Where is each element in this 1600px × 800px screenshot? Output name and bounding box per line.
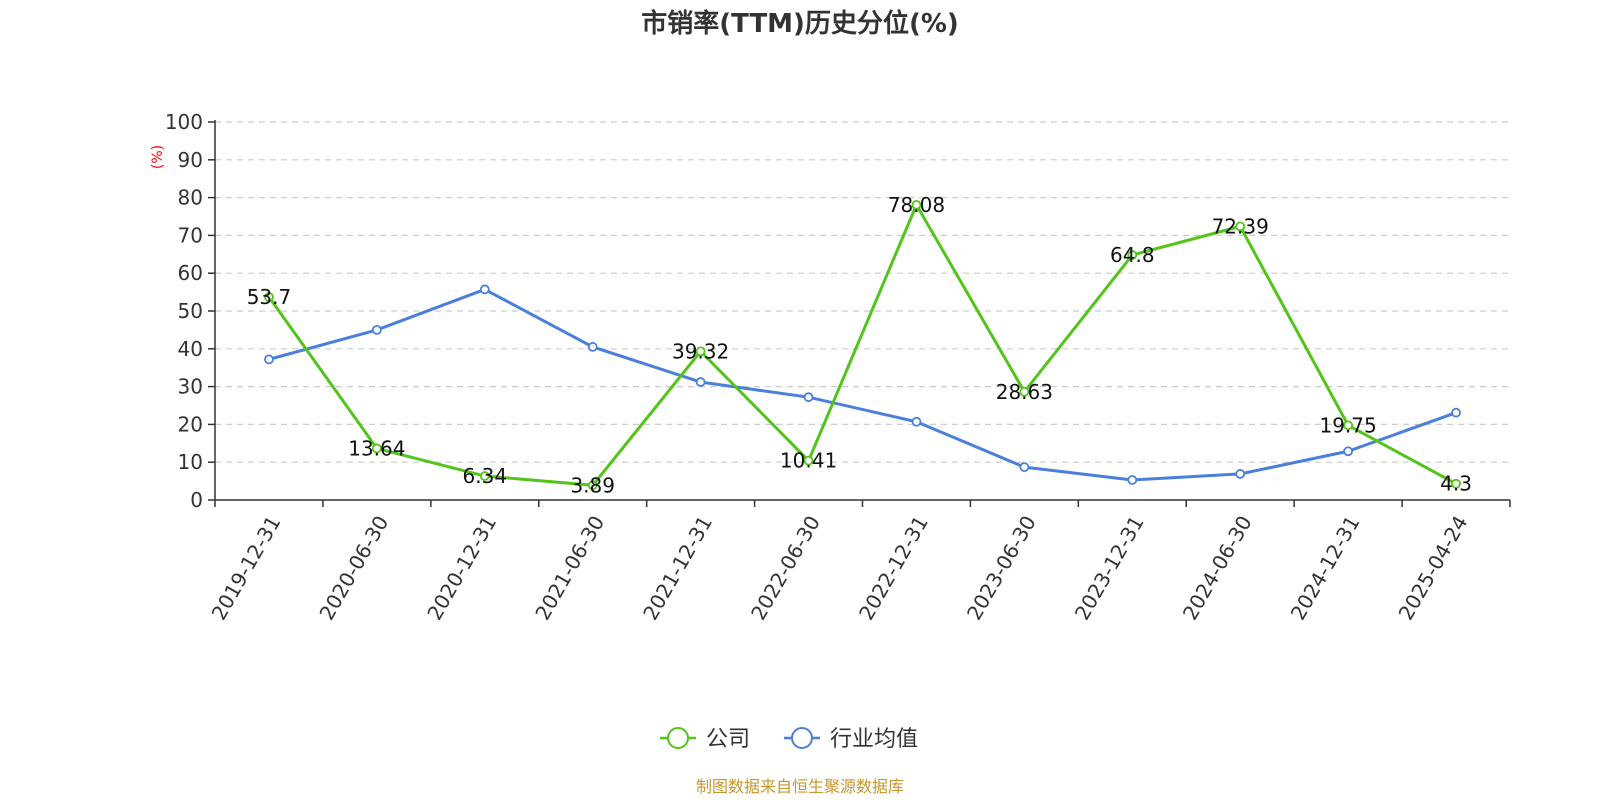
legend-marker-icon — [791, 727, 813, 749]
legend-item-industry-avg[interactable]: 行业均值 — [784, 727, 918, 752]
x-tick-label: 2022-12-31 — [854, 511, 933, 624]
y-tick-label: 80 — [178, 186, 203, 210]
x-tick-label: 2021-12-31 — [638, 512, 717, 625]
y-tick-label: 40 — [178, 337, 203, 361]
y-tick-label: 30 — [178, 375, 203, 399]
axes: 0 10 20 30 40 50 60 70 80 90 100 2019-12-31 2020-06-… — [165, 110, 1511, 625]
y-axis-label: (%) — [150, 145, 166, 169]
data-label: 19.75 — [1319, 413, 1376, 437]
data-label: 53.7 — [247, 285, 292, 309]
data-point[interactable] — [803, 392, 814, 403]
data-point[interactable] — [264, 292, 274, 302]
data-point[interactable] — [1451, 407, 1461, 418]
x-tick-label: 2020-12-31 — [422, 511, 501, 624]
chart-title: 市销率(TTM)历史分位(%) — [641, 8, 959, 39]
data-label: 4.3 — [1440, 472, 1472, 496]
y-tick-label: 10 — [178, 450, 203, 474]
data-label: 3.89 — [570, 473, 615, 497]
y-tick-label: 60 — [178, 261, 203, 285]
data-labels: 53.7 13.64 6.34 3.89 39.32 10.41 78.08 28.63 64.… — [247, 193, 1472, 497]
source-note: 制图数据来自恒生聚源数据库 — [696, 777, 904, 796]
x-tick-label: 2020-06-30 — [314, 512, 393, 625]
data-point[interactable] — [1235, 469, 1246, 479]
data-point[interactable] — [479, 284, 490, 295]
series-layer — [264, 199, 1461, 491]
y-tick-label: 100 — [165, 110, 203, 134]
data-point[interactable] — [587, 342, 598, 352]
x-tick-label: 2021-06-30 — [530, 512, 609, 625]
x-tick-label: 2024-12-31 — [1286, 512, 1365, 625]
grid-lines — [215, 121, 1510, 463]
data-point[interactable] — [1127, 250, 1138, 260]
legend-marker-icon — [667, 727, 689, 749]
data-point[interactable] — [479, 471, 490, 481]
data-point[interactable] — [803, 455, 814, 466]
data-point[interactable] — [371, 324, 382, 335]
data-label: 10.41 — [780, 449, 837, 473]
x-tick-label: 2024-06-30 — [1178, 512, 1257, 625]
data-label: 64.8 — [1110, 243, 1155, 267]
x-tick-label: 2022-06-30 — [746, 512, 825, 625]
data-point[interactable] — [695, 377, 706, 387]
series-line-company — [267, 203, 1457, 487]
data-label: 72.39 — [1212, 214, 1269, 238]
data-label: 28.63 — [996, 380, 1053, 404]
data-point[interactable] — [1127, 475, 1138, 485]
legend-label: 行业均值 — [830, 727, 918, 752]
legend[interactable]: 公司 行业均值 — [660, 727, 918, 752]
y-tick-label: 0 — [190, 488, 203, 512]
legend-label: 公司 — [706, 727, 750, 752]
data-point[interactable] — [911, 416, 922, 427]
data-point[interactable] — [1235, 221, 1246, 232]
data-label: 6.34 — [463, 464, 508, 488]
data-point[interactable] — [1343, 420, 1354, 431]
data-label: 39.32 — [672, 339, 729, 363]
y-tick-label: 20 — [178, 412, 203, 436]
data-point[interactable] — [1343, 446, 1354, 457]
data-point[interactable] — [1019, 386, 1030, 397]
data-point[interactable] — [1019, 462, 1030, 473]
data-point[interactable] — [695, 346, 706, 357]
data-label: 13.64 — [348, 436, 405, 460]
data-point[interactable] — [371, 443, 382, 454]
series-line-industry-avg — [268, 287, 1457, 482]
x-tick-label: 2023-12-31 — [1070, 512, 1149, 625]
y-tick-label: 90 — [178, 148, 203, 172]
y-tick-label: 70 — [178, 223, 203, 247]
x-tick-label: 2025-04-24 — [1394, 512, 1473, 625]
legend-item-company[interactable]: 公司 — [660, 727, 750, 752]
data-point[interactable] — [1451, 478, 1461, 489]
data-point[interactable] — [587, 480, 598, 491]
data-point[interactable] — [911, 199, 922, 210]
y-tick-label: 50 — [178, 299, 203, 323]
data-point[interactable] — [264, 354, 274, 365]
x-tick-label: 2019-12-31 — [207, 512, 286, 625]
x-tick-label: 2023-06-30 — [962, 512, 1041, 625]
data-label: 78.08 — [888, 193, 945, 217]
